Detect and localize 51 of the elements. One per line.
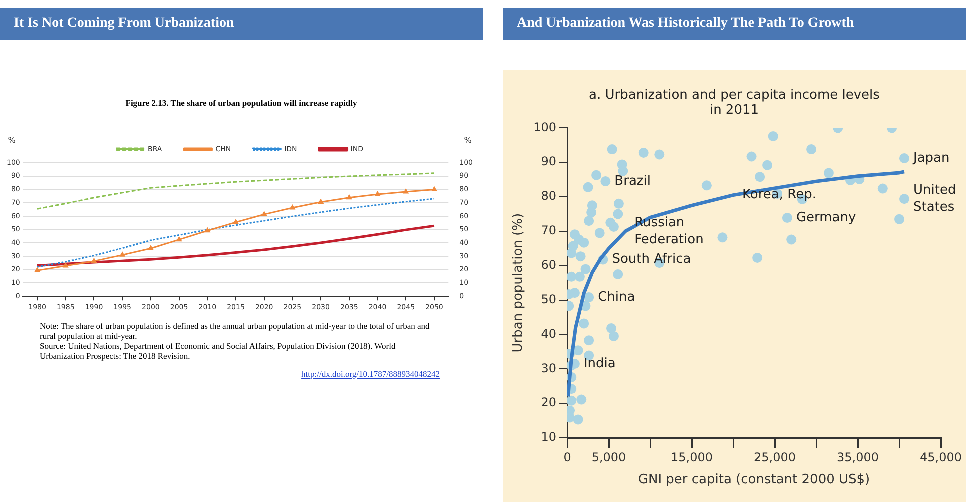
- point: [232, 218, 240, 224]
- y-tick-label: 100: [534, 120, 557, 134]
- y2-axis-title: %: [464, 136, 472, 146]
- point: [318, 198, 324, 204]
- point: [34, 267, 41, 272]
- point: [374, 191, 381, 196]
- y-tick-label: 10: [541, 430, 557, 444]
- y-axis-title: Urban population (%): [511, 213, 526, 353]
- point: [290, 204, 296, 210]
- x-tick-label: 5,000: [592, 450, 626, 464]
- chart-title: It Is Not Coming From Urbanization: [0, 8, 483, 40]
- point: [346, 194, 352, 200]
- point: [148, 245, 154, 250]
- annotation: Brazil: [614, 174, 651, 189]
- text: http://dx.doi.org/10.1787/888934048242: [300, 369, 440, 379]
- annotation: Germany: [796, 210, 857, 226]
- point: [176, 236, 182, 242]
- point: [261, 211, 268, 216]
- y-tick-label: 80: [541, 189, 557, 204]
- y-tick-label: 90: [541, 154, 557, 169]
- y-tick-label: 30: [541, 361, 557, 376]
- x-axis-title: GNI per capita (constant 2000 US$): [638, 472, 870, 488]
- line-series: [36, 172, 436, 210]
- point: [120, 252, 126, 257]
- y-tick-label: 20: [541, 396, 557, 410]
- point: [91, 258, 98, 264]
- annotation: United States: [913, 182, 956, 215]
- annotation: Japan: [912, 150, 950, 166]
- chart-title: And Urbanization Was Historically The Path To Growth: [503, 8, 966, 40]
- x-tick-label: 45,000: [920, 450, 962, 464]
- y-tick-label: 40: [541, 326, 557, 341]
- chart-subtitle: a. Urbanization and per capita income levels in 2011: [588, 88, 881, 118]
- y-tick-label: 50: [541, 292, 557, 306]
- source-note: Source: United Nations, Department of Economic and Social Affairs, Population Division (2018). World Urbanization Prospects: The 2018 Revision.: [40, 341, 397, 361]
- x-tick-label: 25,000: [754, 450, 796, 464]
- y-tick-label: 60: [541, 258, 557, 272]
- point: [62, 262, 69, 268]
- y-axis-title: %: [8, 136, 16, 146]
- point: [204, 227, 211, 233]
- annotation: China: [598, 290, 636, 305]
- annotation: Korea, Rep.: [742, 188, 816, 203]
- x-tick-label: 15,000: [671, 450, 714, 464]
- chart-subtitle: Figure 2.13. The share of urban population will increase rapidly: [124, 98, 358, 108]
- point: [403, 188, 410, 194]
- text: Note: The share of urban population is defined as the annual urban population at mid-year to the total of urban and rural population at mid-year.: [40, 321, 431, 341]
- x-tick-label: 0: [564, 450, 572, 464]
- annotation: South Africa: [612, 252, 692, 268]
- annotation: India: [584, 356, 616, 372]
- y-tick-label: 70: [541, 224, 557, 238]
- point: [431, 186, 438, 192]
- x-tick-label: 35,000: [837, 450, 879, 464]
